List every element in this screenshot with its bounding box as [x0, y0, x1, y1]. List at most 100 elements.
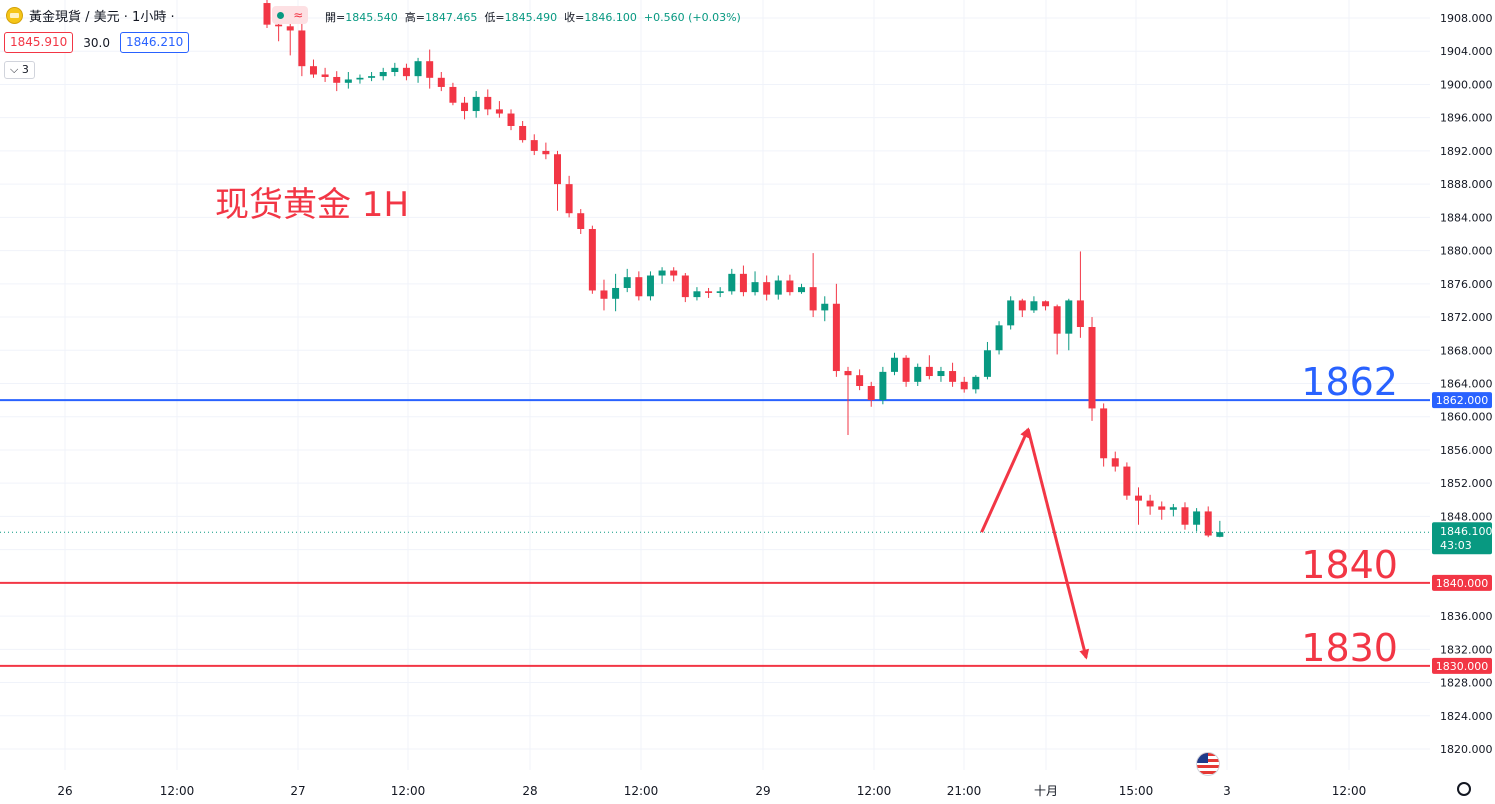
candle-body: [960, 381, 968, 390]
price-axis-tick: 1828.000: [1440, 677, 1493, 690]
price-axis-tick: 1884.000: [1440, 211, 1493, 224]
price-axis-level-badge: [1432, 574, 1492, 591]
price-axis-tick: 1888.000: [1440, 178, 1493, 191]
candle-body: [414, 61, 422, 77]
candle-body: [670, 270, 678, 276]
price-axis-tick: 1880.000: [1440, 245, 1493, 258]
candle-body: [705, 291, 713, 293]
spread-value: 30.0: [83, 35, 110, 50]
time-axis[interactable]: 26 12:00 27 12:00 28 12:00 29 12:00 21:00 十月 15:00…: [57, 784, 1366, 798]
price-axis-tick: 1900.000: [1440, 78, 1493, 91]
ask-button[interactable]: 1846.210: [119, 32, 190, 53]
candle-body: [495, 109, 503, 114]
candle-body: [356, 77, 364, 80]
candle-body: [391, 67, 399, 72]
candle-body: [1076, 300, 1084, 328]
price-axis-tick: 1868.000: [1440, 344, 1493, 357]
price-axis[interactable]: 1908.000 1904.000 1900.000 1896.000 1892.000…: [1432, 12, 1493, 756]
chart-grid: [0, 0, 1430, 770]
candle-body: [1042, 301, 1050, 307]
gold-coin-icon: [6, 7, 23, 24]
candle-body: [728, 273, 736, 292]
candle-body: [333, 76, 341, 83]
candle-body: [612, 287, 620, 299]
candle-body: [1030, 301, 1038, 311]
candle-body: [472, 96, 480, 112]
candle-body: [344, 79, 352, 83]
level-label-1840: 1840: [1301, 543, 1398, 587]
candle-body: [1158, 506, 1166, 510]
projection-arrow: [1026, 428, 1090, 660]
us-flag-icon[interactable]: [1196, 752, 1220, 776]
candle-body: [867, 385, 875, 401]
candle-body: [600, 290, 608, 299]
candle-body: [542, 150, 550, 155]
current-price-label: 1846.100: [1440, 525, 1493, 538]
candle-body: [368, 76, 376, 78]
candle-body: [1111, 458, 1119, 467]
candle-body: [716, 291, 724, 293]
candle-body: [1193, 511, 1201, 525]
candlestick-series: [263, 0, 1224, 538]
candle-body: [693, 291, 701, 298]
candle-body: [426, 61, 434, 78]
price-levels: 1862 1840 1830: [0, 360, 1430, 670]
candle-body: [565, 184, 573, 214]
candle-body: [821, 303, 829, 311]
candle-body: [1123, 466, 1131, 496]
indicator-count: 3: [21, 63, 29, 76]
live-indicator-icon: ≈: [272, 6, 308, 24]
candle-body: [1088, 327, 1096, 409]
candle-body: [763, 282, 771, 295]
candle-body: [379, 71, 387, 77]
candle-body: [321, 74, 329, 77]
candle-body: [554, 154, 561, 185]
price-axis-tick: 1824.000: [1440, 710, 1493, 723]
candle-body: [1216, 532, 1224, 537]
candle-body: [983, 350, 991, 377]
ohlc-low-value: 1845.490: [504, 11, 558, 24]
time-axis-tick: 15:00: [1119, 784, 1154, 798]
price-axis-tick: 1876.000: [1440, 278, 1493, 291]
chart-title: 现货黄金 1H: [215, 185, 409, 225]
symbol-title[interactable]: 黃金現貨 / 美元 · 1小時 ·: [29, 10, 175, 25]
candle-body: [309, 66, 317, 75]
candle-body: [635, 277, 643, 297]
candle-body: [774, 280, 782, 295]
time-axis-tick: 12:00: [1332, 784, 1367, 798]
level-label-1830: 1830: [1301, 626, 1398, 670]
candle-body: [1018, 300, 1026, 311]
candle-body: [461, 102, 469, 112]
settings-icon[interactable]: [1457, 782, 1471, 796]
candle-body: [925, 366, 933, 377]
candle-body: [914, 366, 922, 382]
candle-body: [832, 303, 840, 372]
time-axis-tick: 12:00: [160, 784, 195, 798]
price-axis-tick: 1820.000: [1440, 743, 1493, 756]
candle-body: [995, 325, 1003, 351]
symbol-legend[interactable]: 黃金現貨 / 美元 · 1小時 ·: [6, 6, 175, 25]
bid-button[interactable]: 1845.910: [4, 32, 74, 53]
time-axis-tick: 26: [57, 784, 72, 798]
indicator-toggle-button[interactable]: ⌵ 3: [4, 61, 35, 79]
time-axis-tick: 12:00: [857, 784, 892, 798]
candle-body: [1007, 300, 1015, 326]
ohlc-readout: 開=1845.540 高=1847.465 低=1845.490 收=1846.…: [325, 9, 741, 25]
candle-body: [856, 375, 864, 386]
ohlc-close-value: 1846.100: [584, 11, 637, 24]
ohlc-open-value: 1845.540: [345, 11, 398, 24]
candle-body: [519, 125, 527, 141]
candle-body: [402, 67, 410, 77]
time-axis-tick: 3: [1223, 784, 1231, 798]
candle-body: [263, 3, 271, 25]
candle-body: [809, 287, 817, 311]
price-axis-level-label: 1840.000: [1436, 577, 1489, 590]
price-axis-level-label: 1862.000: [1436, 394, 1489, 407]
candle-body: [298, 30, 306, 67]
candle-body: [1135, 495, 1142, 501]
time-axis-tick: 12:00: [624, 784, 659, 798]
candle-body: [286, 26, 294, 31]
price-axis-tick: 1856.000: [1440, 444, 1493, 457]
price-axis-level-label: 1830.000: [1436, 660, 1489, 673]
